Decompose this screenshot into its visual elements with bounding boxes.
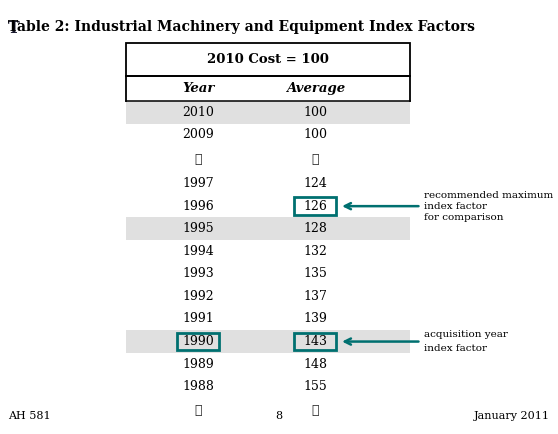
Bar [294,333,336,350]
Bar [294,197,336,215]
Text: ⋮: ⋮ [194,153,202,166]
Text: 124: 124 [304,177,327,190]
Text: T: T [8,20,20,36]
Text: 1992: 1992 [182,290,214,303]
Text: 137: 137 [304,290,327,303]
Text: 100: 100 [303,128,328,141]
Text: 143: 143 [303,335,328,348]
Text: ⋮: ⋮ [311,153,319,166]
Bar [126,217,410,240]
Text: 126: 126 [304,200,327,213]
Text: 128: 128 [304,222,327,235]
Text: 2010 Cost = 100: 2010 Cost = 100 [207,53,329,66]
Text: 2010: 2010 [182,106,214,119]
Text: 1989: 1989 [182,358,214,371]
Text: index factor: index factor [424,202,487,210]
Text: Table 2: Industrial Machinery and Equipment Index Factors: Table 2: Industrial Machinery and Equipm… [8,20,475,33]
Text: Average: Average [286,82,345,95]
Bar [126,43,410,76]
Text: 139: 139 [304,312,327,326]
Text: 1997: 1997 [182,177,214,190]
Text: 1988: 1988 [182,380,214,393]
Text: for comparison: for comparison [424,213,503,221]
Text: Year: Year [182,82,214,95]
Text: 1991: 1991 [182,312,214,326]
Text: ⋮: ⋮ [311,404,319,418]
Text: 8: 8 [276,411,282,421]
Text: 1993: 1993 [182,267,214,280]
Text: 1995: 1995 [182,222,214,235]
Text: 135: 135 [304,267,327,280]
Text: 155: 155 [304,380,327,393]
Text: 1996: 1996 [182,200,214,213]
Bar [126,101,410,124]
Bar [177,333,219,350]
Text: January 2011: January 2011 [474,411,550,421]
Text: ⋮: ⋮ [194,404,202,418]
Text: 1990: 1990 [182,335,214,348]
Text: 148: 148 [303,358,328,371]
Text: recommended maximum: recommended maximum [424,191,554,200]
Bar [126,330,410,353]
Text: 132: 132 [304,245,327,258]
Text: 100: 100 [303,106,328,119]
Text: AH 581: AH 581 [8,411,51,421]
Text: index factor: index factor [424,344,487,353]
Text: 2009: 2009 [182,128,214,141]
Text: 1994: 1994 [182,245,214,258]
Text: acquisition year: acquisition year [424,330,508,339]
